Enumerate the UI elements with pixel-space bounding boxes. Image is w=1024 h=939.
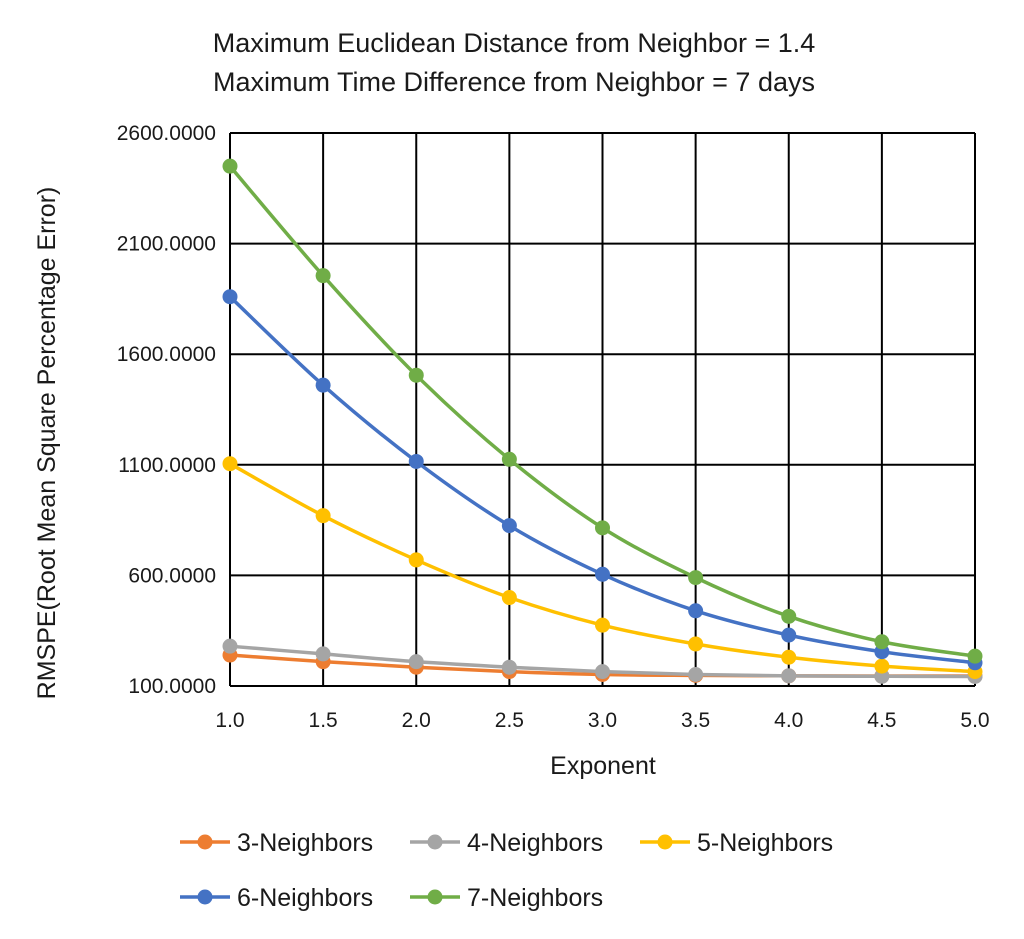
data-point — [222, 638, 238, 654]
y-axis-label: RMSPE(Root Mean Square Percentage Error) — [33, 187, 61, 700]
x-tick-label: 2.0 — [402, 709, 431, 732]
data-point — [595, 520, 610, 536]
legend-label: 4-Neighbors — [467, 829, 603, 857]
data-point — [315, 508, 331, 524]
legend-label: 6-Neighbors — [237, 884, 373, 912]
x-tick-label: 4.5 — [867, 709, 896, 732]
series-4-Neighbors — [222, 638, 983, 684]
data-point — [781, 608, 797, 624]
data-point — [595, 566, 610, 582]
data-point — [315, 268, 331, 284]
data-point — [315, 646, 331, 662]
legend-swatch-marker — [427, 834, 443, 850]
chart-title: Maximum Euclidean Distance from Neighbor… — [213, 28, 816, 58]
data-point — [408, 654, 424, 670]
data-point — [688, 636, 704, 652]
data-point — [501, 659, 517, 675]
x-tick-label: 1.5 — [309, 709, 338, 732]
data-point — [967, 648, 983, 664]
x-tick-label: 5.0 — [960, 709, 989, 732]
y-tick-label: 2600.0000 — [117, 122, 216, 145]
data-point — [408, 453, 424, 469]
data-point — [501, 518, 517, 534]
legend-label: 3-Neighbors — [237, 829, 373, 857]
data-point — [874, 634, 890, 650]
y-axis-ticks: 100.0000 600.0000 1100.0000 1600.0000 2100.0… — [117, 122, 216, 698]
x-tick-label: 2.5 — [495, 709, 524, 732]
series-line — [228, 165, 976, 658]
series-6-Neighbors — [222, 289, 983, 671]
legend-item: 3-Neighbors — [180, 829, 373, 857]
x-tick-label: 3.5 — [681, 709, 710, 732]
legend-item: 6-Neighbors — [180, 884, 373, 912]
data-point — [688, 570, 704, 586]
data-point — [595, 617, 610, 633]
series-line — [228, 295, 976, 665]
y-tick-label: 1100.0000 — [118, 454, 216, 477]
x-tick-label: 1.0 — [215, 709, 244, 732]
legend-swatch-marker — [657, 834, 673, 850]
series-7-Neighbors — [222, 158, 983, 664]
data-point — [501, 451, 517, 467]
y-tick-label: 1600.0000 — [117, 343, 216, 366]
data-point — [408, 367, 424, 383]
legend-label: 7-Neighbors — [467, 884, 603, 912]
data-point — [408, 552, 424, 568]
data-point — [501, 590, 517, 606]
y-tick-label: 2100.0000 — [117, 233, 216, 256]
data-point — [781, 627, 797, 643]
legend-label: 5-Neighbors — [697, 829, 833, 857]
series-lines — [222, 158, 983, 684]
legend-item: 7-Neighbors — [410, 884, 603, 912]
data-point — [222, 456, 238, 472]
x-tick-label: 4.0 — [774, 709, 803, 732]
data-point — [222, 158, 238, 174]
legend-swatch-marker — [197, 889, 213, 905]
y-tick-label: 100.0000 — [128, 675, 216, 698]
data-point — [315, 377, 331, 393]
gridlines — [229, 132, 976, 687]
x-axis-label: Exponent — [550, 752, 656, 780]
data-point — [874, 658, 890, 674]
legend: 3-Neighbors 4-Neighbors 5-Neighbors 6-Neigh… — [180, 829, 833, 912]
legend-item: 4-Neighbors — [410, 829, 603, 857]
data-point — [688, 666, 704, 682]
legend-swatch-marker — [197, 834, 213, 850]
data-point — [222, 289, 238, 305]
data-point — [595, 664, 610, 680]
data-point — [781, 649, 797, 665]
legend-item: 5-Neighbors — [640, 829, 833, 857]
x-tick-label: 3.0 — [588, 709, 617, 732]
series-5-Neighbors — [222, 456, 983, 680]
chart-subtitle: Maximum Time Difference from Neighbor = … — [213, 67, 815, 97]
y-tick-label: 600.0000 — [128, 564, 216, 587]
legend-swatch-marker — [427, 889, 443, 905]
data-point — [688, 603, 704, 619]
x-axis-ticks: 1.0 1.5 2.0 2.5 3.0 3.5 4.0 4.5 5.0 — [215, 709, 989, 732]
data-point — [781, 668, 797, 684]
